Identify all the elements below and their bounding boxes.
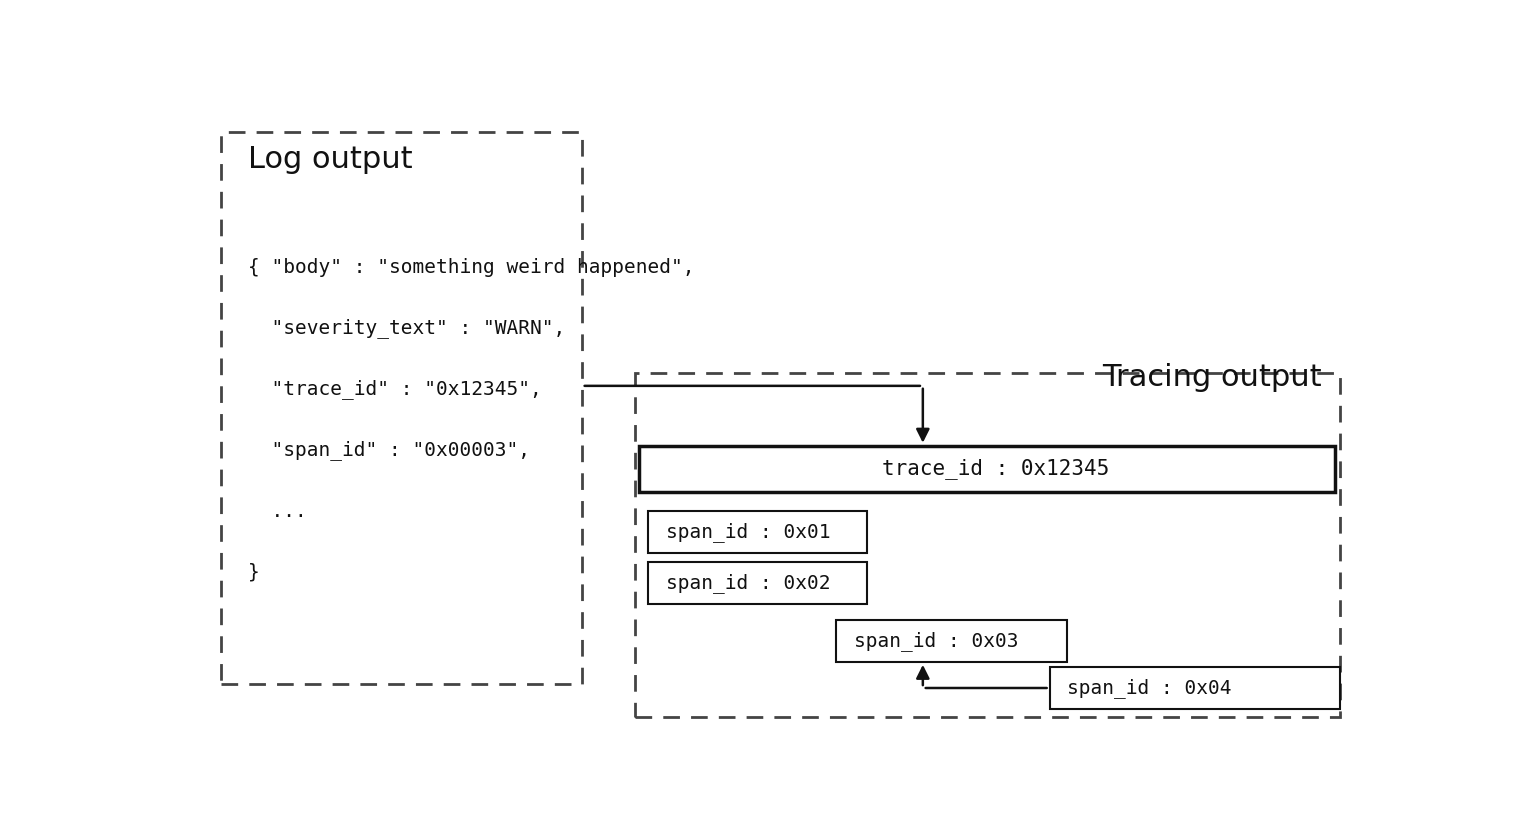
Text: span_id : 0x03: span_id : 0x03 <box>854 631 1019 651</box>
Text: Tracing output: Tracing output <box>1102 364 1322 392</box>
Bar <box>220 133 582 685</box>
Text: Log output: Log output <box>248 145 413 174</box>
Text: "severity_text" : "WARN",: "severity_text" : "WARN", <box>248 318 565 338</box>
Bar <box>639 445 1335 492</box>
Bar <box>636 373 1340 716</box>
Text: span_id : 0x01: span_id : 0x01 <box>666 522 830 542</box>
Text: span_id : 0x02: span_id : 0x02 <box>666 573 830 593</box>
Bar <box>1050 667 1340 709</box>
Text: "trace_id" : "0x12345",: "trace_id" : "0x12345", <box>248 379 541 399</box>
Bar <box>648 511 868 553</box>
Text: span_id : 0x04: span_id : 0x04 <box>1067 678 1232 698</box>
Text: { "body" : "something weird happened",: { "body" : "something weird happened", <box>248 258 694 277</box>
Text: "span_id" : "0x00003",: "span_id" : "0x00003", <box>248 440 530 460</box>
Text: ...: ... <box>248 501 307 520</box>
Text: trace_id : 0x12345: trace_id : 0x12345 <box>882 458 1109 480</box>
Text: }: } <box>248 563 260 581</box>
Bar <box>836 620 1067 662</box>
Bar <box>648 562 868 604</box>
